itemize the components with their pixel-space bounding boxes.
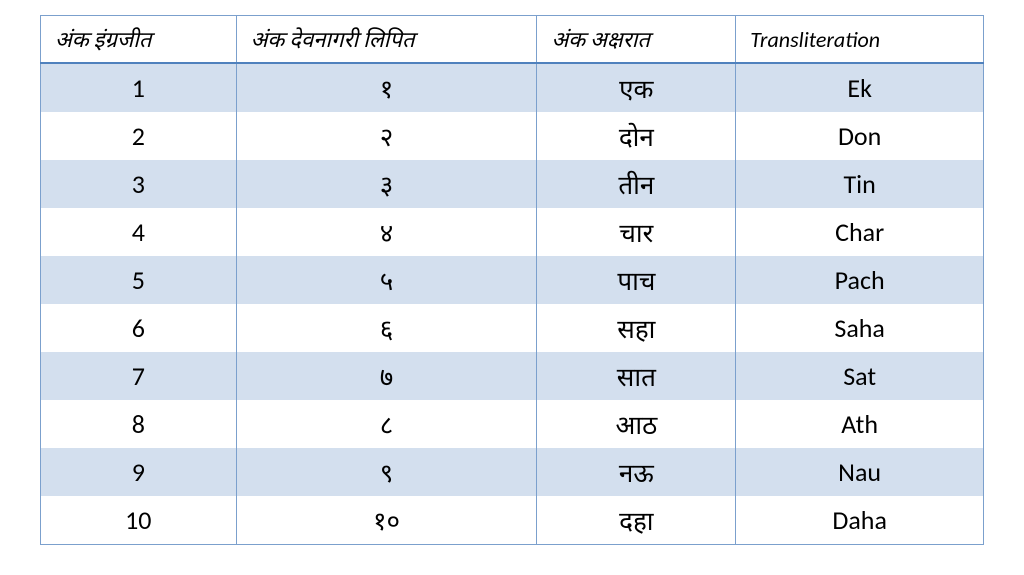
cell-transliteration: Daha bbox=[736, 496, 984, 545]
table-row: 7 ७ सात Sat bbox=[41, 352, 984, 400]
cell-words: सहा bbox=[537, 304, 736, 352]
cell-devanagari: २ bbox=[236, 112, 537, 160]
table-header: अंक इंग्रजीत अंक देवनागरी लिपित अंक अक्ष… bbox=[41, 16, 984, 64]
table-row: 10 १० दहा Daha bbox=[41, 496, 984, 545]
cell-english: 1 bbox=[41, 63, 237, 112]
table-row: 1 १ एक Ek bbox=[41, 63, 984, 112]
cell-words: नऊ bbox=[537, 448, 736, 496]
header-words: अंक अक्षरात bbox=[537, 16, 736, 64]
cell-devanagari: ४ bbox=[236, 208, 537, 256]
cell-words: दहा bbox=[537, 496, 736, 545]
cell-english: 5 bbox=[41, 256, 237, 304]
table-row: 4 ४ चार Char bbox=[41, 208, 984, 256]
cell-words: पाच bbox=[537, 256, 736, 304]
cell-words: चार bbox=[537, 208, 736, 256]
table-row: 9 ९ नऊ Nau bbox=[41, 448, 984, 496]
cell-transliteration: Char bbox=[736, 208, 984, 256]
cell-words: सात bbox=[537, 352, 736, 400]
cell-english: 6 bbox=[41, 304, 237, 352]
cell-english: 2 bbox=[41, 112, 237, 160]
table-row: 8 ८ आठ Ath bbox=[41, 400, 984, 448]
numbers-table-container: अंक इंग्रजीत अंक देवनागरी लिपित अंक अक्ष… bbox=[40, 15, 984, 545]
cell-transliteration: Tin bbox=[736, 160, 984, 208]
table-row: 3 ३ तीन Tin bbox=[41, 160, 984, 208]
cell-english: 10 bbox=[41, 496, 237, 545]
cell-transliteration: Don bbox=[736, 112, 984, 160]
cell-words: तीन bbox=[537, 160, 736, 208]
numbers-table: अंक इंग्रजीत अंक देवनागरी लिपित अंक अक्ष… bbox=[40, 15, 984, 545]
cell-transliteration: Ath bbox=[736, 400, 984, 448]
cell-english: 4 bbox=[41, 208, 237, 256]
cell-words: आठ bbox=[537, 400, 736, 448]
cell-english: 7 bbox=[41, 352, 237, 400]
header-devanagari: अंक देवनागरी लिपित bbox=[236, 16, 537, 64]
cell-words: एक bbox=[537, 63, 736, 112]
cell-devanagari: ३ bbox=[236, 160, 537, 208]
table-row: 2 २ दोन Don bbox=[41, 112, 984, 160]
cell-devanagari: ५ bbox=[236, 256, 537, 304]
cell-devanagari: ९ bbox=[236, 448, 537, 496]
table-body: 1 १ एक Ek 2 २ दोन Don 3 ३ तीन Tin 4 ४ चा… bbox=[41, 63, 984, 545]
cell-devanagari: ६ bbox=[236, 304, 537, 352]
table-row: 5 ५ पाच Pach bbox=[41, 256, 984, 304]
cell-words: दोन bbox=[537, 112, 736, 160]
cell-english: 9 bbox=[41, 448, 237, 496]
table-row: 6 ६ सहा Saha bbox=[41, 304, 984, 352]
cell-transliteration: Ek bbox=[736, 63, 984, 112]
header-row: अंक इंग्रजीत अंक देवनागरी लिपित अंक अक्ष… bbox=[41, 16, 984, 64]
cell-devanagari: १ bbox=[236, 63, 537, 112]
cell-transliteration: Pach bbox=[736, 256, 984, 304]
cell-transliteration: Sat bbox=[736, 352, 984, 400]
cell-devanagari: ७ bbox=[236, 352, 537, 400]
header-english: अंक इंग्रजीत bbox=[41, 16, 237, 64]
cell-english: 8 bbox=[41, 400, 237, 448]
cell-devanagari: १० bbox=[236, 496, 537, 545]
cell-transliteration: Nau bbox=[736, 448, 984, 496]
header-transliteration: Transliteration bbox=[736, 16, 984, 64]
cell-transliteration: Saha bbox=[736, 304, 984, 352]
cell-devanagari: ८ bbox=[236, 400, 537, 448]
cell-english: 3 bbox=[41, 160, 237, 208]
